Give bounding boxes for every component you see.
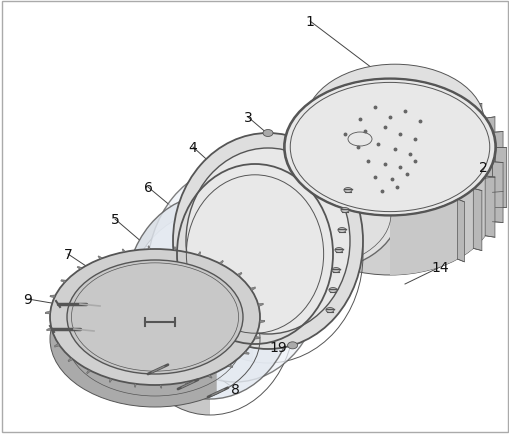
Polygon shape bbox=[54, 343, 59, 347]
Polygon shape bbox=[472, 104, 481, 166]
Ellipse shape bbox=[287, 342, 297, 349]
Ellipse shape bbox=[173, 134, 362, 349]
Ellipse shape bbox=[147, 167, 322, 382]
Polygon shape bbox=[45, 311, 50, 314]
Text: 5: 5 bbox=[110, 213, 119, 227]
Polygon shape bbox=[219, 261, 223, 265]
Polygon shape bbox=[98, 256, 102, 260]
Polygon shape bbox=[125, 196, 210, 415]
Ellipse shape bbox=[221, 157, 397, 273]
Ellipse shape bbox=[337, 228, 345, 233]
Polygon shape bbox=[122, 249, 125, 253]
Polygon shape bbox=[77, 266, 82, 270]
Polygon shape bbox=[492, 132, 502, 193]
Polygon shape bbox=[457, 93, 464, 155]
Ellipse shape bbox=[263, 130, 272, 137]
Text: 9: 9 bbox=[23, 293, 33, 306]
Polygon shape bbox=[457, 200, 464, 262]
Polygon shape bbox=[68, 358, 72, 362]
Ellipse shape bbox=[344, 188, 351, 193]
Ellipse shape bbox=[50, 250, 260, 385]
Ellipse shape bbox=[285, 140, 494, 275]
Polygon shape bbox=[50, 250, 216, 407]
Polygon shape bbox=[159, 385, 161, 388]
Polygon shape bbox=[61, 280, 66, 283]
Text: 4: 4 bbox=[188, 141, 197, 155]
Polygon shape bbox=[250, 287, 255, 291]
Polygon shape bbox=[254, 336, 260, 339]
Polygon shape bbox=[259, 320, 264, 323]
Ellipse shape bbox=[334, 248, 343, 253]
Polygon shape bbox=[184, 382, 188, 385]
Polygon shape bbox=[174, 247, 175, 251]
Polygon shape bbox=[173, 135, 252, 362]
Polygon shape bbox=[237, 273, 242, 277]
Polygon shape bbox=[484, 176, 494, 238]
Polygon shape bbox=[492, 162, 502, 223]
Polygon shape bbox=[472, 189, 481, 251]
Polygon shape bbox=[47, 328, 51, 331]
Ellipse shape bbox=[125, 196, 294, 399]
Ellipse shape bbox=[186, 149, 349, 334]
Ellipse shape bbox=[325, 308, 333, 313]
Polygon shape bbox=[258, 303, 263, 307]
Polygon shape bbox=[109, 378, 112, 382]
Polygon shape bbox=[484, 118, 494, 179]
Polygon shape bbox=[228, 365, 233, 368]
Ellipse shape bbox=[67, 260, 242, 374]
Ellipse shape bbox=[305, 65, 484, 181]
Text: 14: 14 bbox=[430, 260, 448, 274]
Polygon shape bbox=[243, 352, 249, 355]
Polygon shape bbox=[50, 295, 55, 298]
Text: 7: 7 bbox=[64, 247, 72, 261]
Text: 8: 8 bbox=[230, 382, 239, 396]
Ellipse shape bbox=[331, 268, 340, 273]
Text: 3: 3 bbox=[243, 111, 252, 125]
Text: 19: 19 bbox=[269, 340, 286, 354]
Ellipse shape bbox=[285, 80, 494, 216]
Polygon shape bbox=[389, 80, 494, 275]
Text: 2: 2 bbox=[477, 161, 487, 174]
Polygon shape bbox=[148, 246, 150, 250]
Polygon shape bbox=[208, 375, 212, 378]
Polygon shape bbox=[197, 252, 201, 256]
Text: 6: 6 bbox=[143, 181, 152, 194]
Polygon shape bbox=[87, 369, 90, 374]
Ellipse shape bbox=[341, 208, 348, 213]
Text: 1: 1 bbox=[305, 15, 314, 29]
Ellipse shape bbox=[328, 288, 336, 293]
Polygon shape bbox=[134, 384, 136, 388]
Polygon shape bbox=[494, 148, 505, 207]
